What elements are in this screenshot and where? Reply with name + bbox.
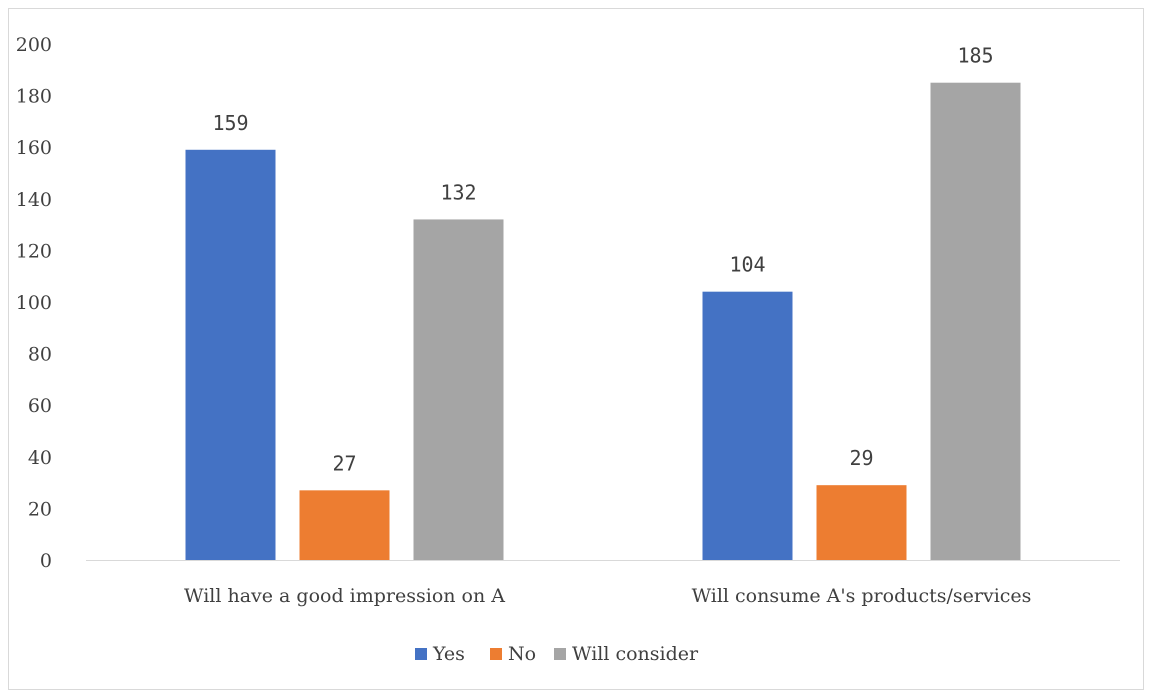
bar <box>413 219 504 560</box>
data-label: 159 <box>212 111 248 135</box>
y-tick-label: 160 <box>16 137 52 159</box>
bar <box>299 490 390 560</box>
bar <box>185 149 276 560</box>
y-tick-label: 20 <box>28 498 52 520</box>
legend-swatch <box>490 648 502 660</box>
y-tick-label: 80 <box>28 344 52 366</box>
data-label: 29 <box>849 446 873 470</box>
data-label: 104 <box>729 253 765 277</box>
data-label: 132 <box>440 180 476 204</box>
bar <box>702 291 793 560</box>
category-label: Will have a good impression on A <box>184 585 505 607</box>
y-tick-label: 100 <box>16 292 52 314</box>
y-tick-label: 0 <box>40 550 52 572</box>
y-tick-label: 40 <box>28 447 52 469</box>
data-label: 27 <box>332 451 356 475</box>
y-tick-label: 120 <box>16 240 52 262</box>
data-label: 185 <box>957 44 993 68</box>
y-tick-label: 200 <box>16 34 52 56</box>
legend-swatch <box>554 648 566 660</box>
y-tick-label: 60 <box>28 395 52 417</box>
bar <box>816 485 907 560</box>
legend-entry: No <box>508 643 536 665</box>
legend-entry: Will consider <box>572 643 699 665</box>
category-label: Will consume A's products/services <box>692 585 1032 607</box>
legend-swatch <box>415 648 427 660</box>
bar <box>930 82 1021 560</box>
legend-entry: Yes <box>432 643 465 665</box>
y-tick-label: 140 <box>16 189 52 211</box>
y-tick-label: 180 <box>16 86 52 108</box>
